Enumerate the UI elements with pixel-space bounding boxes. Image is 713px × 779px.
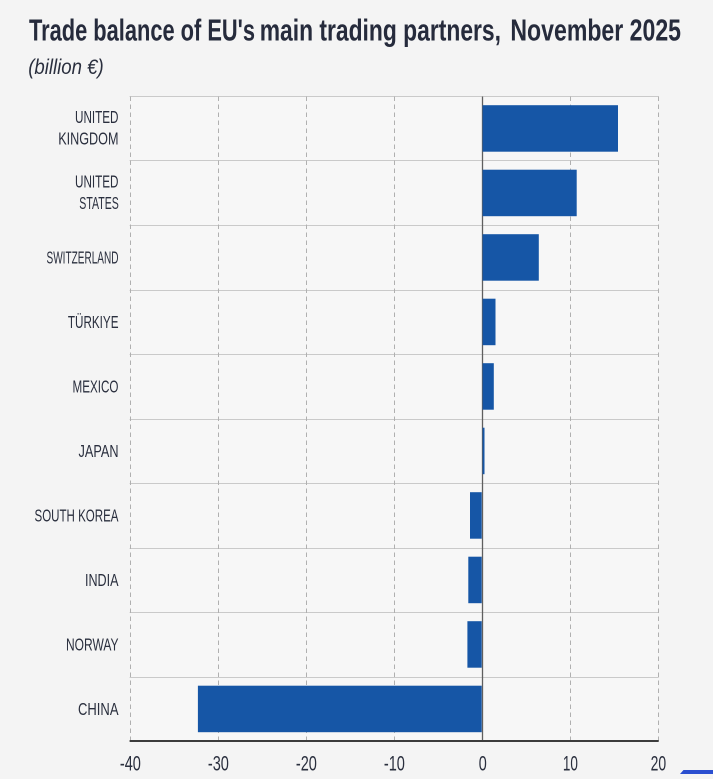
svg-text:-40: -40 xyxy=(120,753,141,774)
svg-text:NORWAY: NORWAY xyxy=(66,634,119,654)
svg-text:INDIA: INDIA xyxy=(85,570,119,590)
svg-text:MEXICO: MEXICO xyxy=(73,376,119,396)
svg-text:-20: -20 xyxy=(296,753,317,774)
svg-text:0: 0 xyxy=(479,753,487,774)
svg-text:UNITED: UNITED xyxy=(75,107,119,127)
svg-text:November 2025: November 2025 xyxy=(510,13,681,48)
svg-text:10: 10 xyxy=(563,753,578,774)
svg-text:TÜRKIYE: TÜRKIYE xyxy=(68,312,119,332)
svg-text:SOUTH KOREA: SOUTH KOREA xyxy=(35,505,119,525)
svg-text:Trade balance of EU's: Trade balance of EU's xyxy=(29,13,255,48)
svg-text:JAPAN: JAPAN xyxy=(79,441,119,461)
svg-text:-10: -10 xyxy=(384,753,405,774)
svg-text:-30: -30 xyxy=(208,753,229,774)
svg-text:main trading partners,: main trading partners, xyxy=(260,13,501,48)
svg-text:(billion €): (billion €) xyxy=(28,56,104,79)
svg-text:CHINA: CHINA xyxy=(78,699,119,719)
svg-text:20: 20 xyxy=(651,753,667,774)
svg-text:STATES: STATES xyxy=(79,193,119,213)
svg-text:KINGDOM: KINGDOM xyxy=(58,129,118,149)
svg-text:SWITZERLAND: SWITZERLAND xyxy=(47,247,119,267)
svg-text:UNITED: UNITED xyxy=(75,172,119,192)
